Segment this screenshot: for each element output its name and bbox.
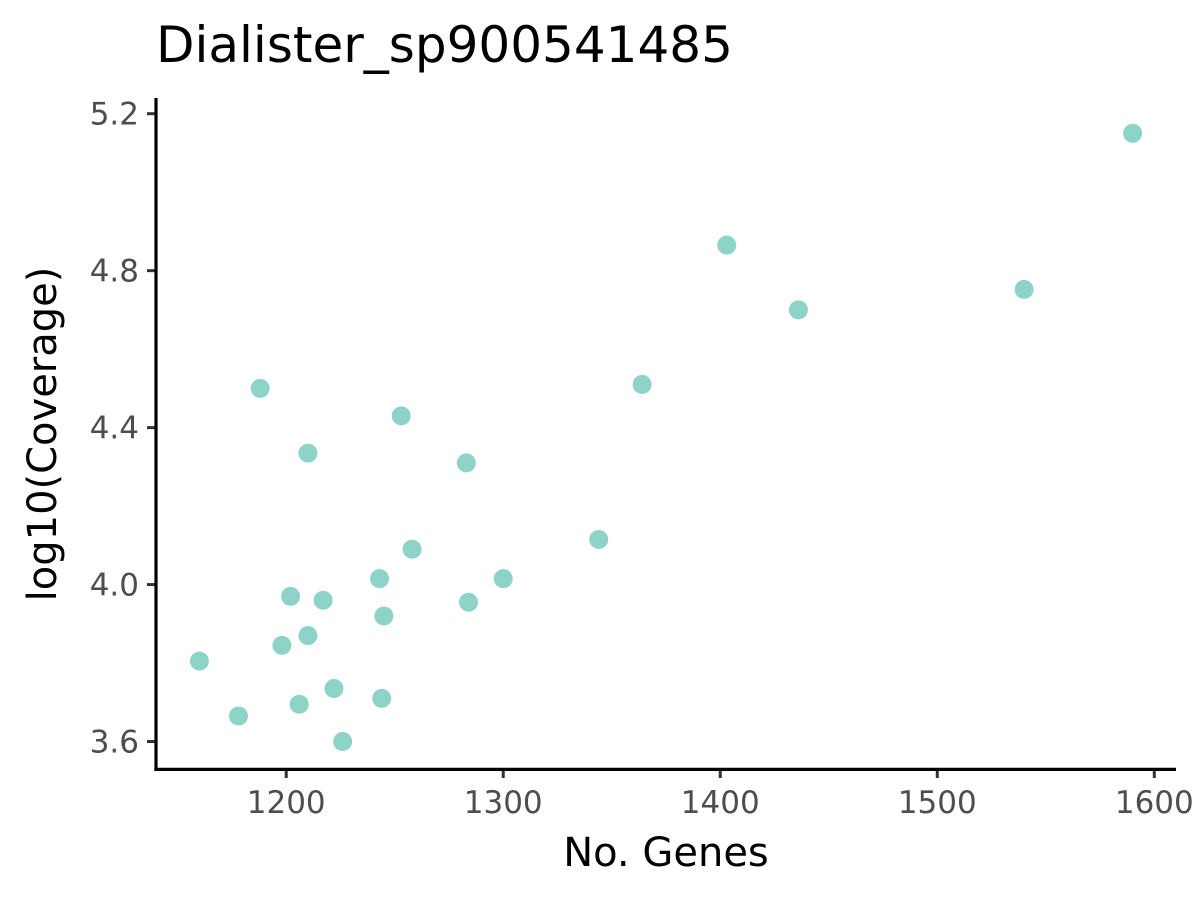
- y-tick-label: 4.0: [90, 568, 139, 604]
- data-point: [324, 679, 344, 699]
- y-tick-label: 5.2: [90, 97, 139, 133]
- data-points: [189, 123, 1143, 752]
- data-point: [459, 592, 479, 612]
- x-tick-label: 1600: [1115, 785, 1194, 821]
- data-point: [189, 651, 209, 671]
- data-point: [632, 374, 652, 394]
- data-point: [281, 586, 301, 606]
- y-axis-label: log10(Coverage): [20, 267, 66, 602]
- data-point: [1014, 279, 1034, 299]
- data-point: [289, 694, 309, 714]
- x-tick-label: 1500: [898, 785, 977, 821]
- y-tick-label: 3.6: [90, 725, 139, 761]
- data-point: [717, 235, 737, 255]
- x-axis-ticks: 1200 1300 1400 1500 1600: [247, 769, 1194, 821]
- data-point: [788, 300, 808, 320]
- data-point: [333, 732, 353, 752]
- data-point: [1123, 123, 1143, 143]
- x-tick-label: 1300: [464, 785, 543, 821]
- data-point: [589, 529, 609, 549]
- y-tick-label: 4.8: [90, 254, 139, 290]
- data-point: [391, 406, 411, 426]
- data-point: [272, 635, 292, 655]
- data-point: [402, 539, 422, 559]
- y-axis-ticks: 3.6 4.0 4.4 4.8 5.2: [90, 97, 156, 761]
- y-tick-label: 4.4: [90, 411, 139, 447]
- x-axis-label: No. Genes: [563, 830, 769, 876]
- data-point: [250, 378, 270, 398]
- x-tick-label: 1200: [247, 785, 326, 821]
- data-point: [493, 569, 513, 589]
- x-tick-label: 1400: [681, 785, 760, 821]
- data-point: [374, 606, 394, 626]
- data-point: [456, 453, 476, 473]
- data-point: [313, 590, 333, 610]
- data-point: [298, 626, 318, 646]
- chart-title: Dialister_sp900541485: [156, 16, 733, 74]
- data-point: [372, 688, 392, 708]
- data-point: [228, 706, 248, 726]
- data-point: [298, 443, 318, 463]
- data-point: [370, 569, 390, 589]
